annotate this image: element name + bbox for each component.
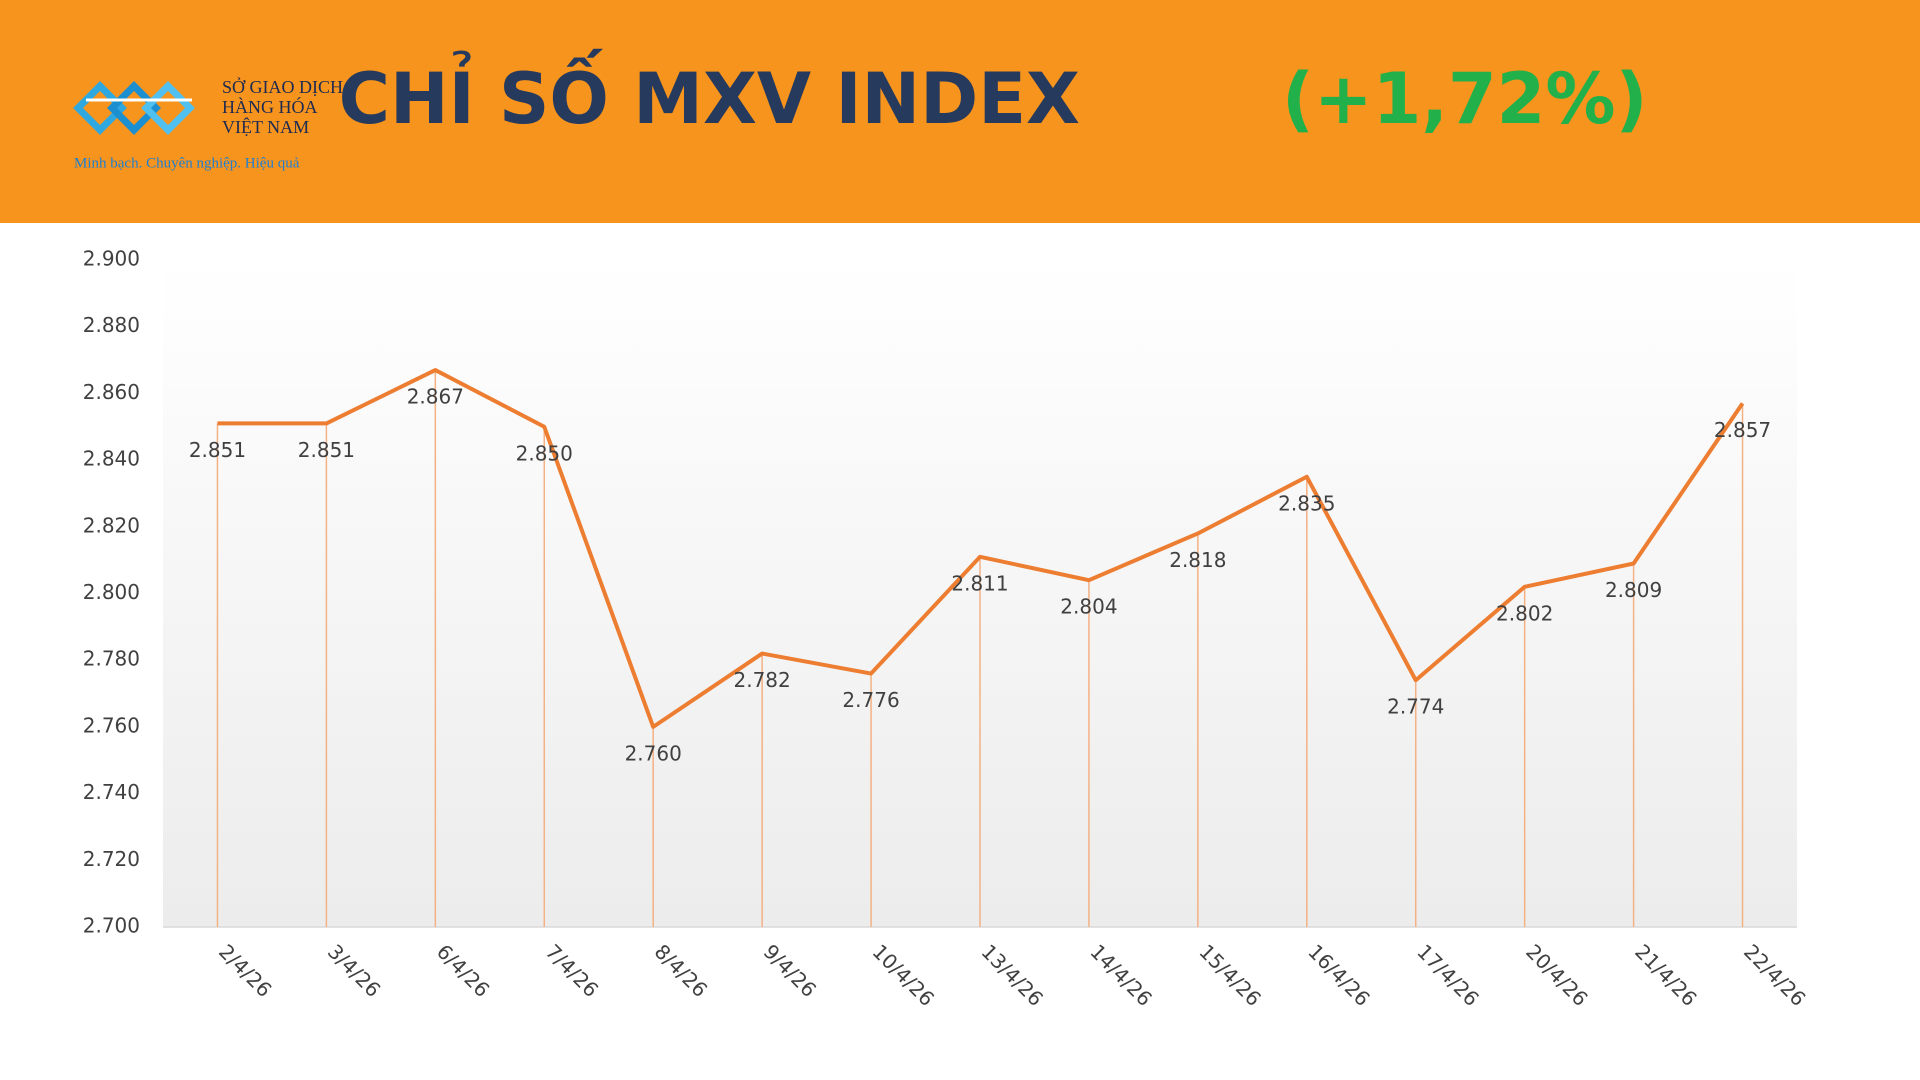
logo-text: SỞ GIAO DỊCH bbox=[222, 76, 343, 97]
x-tick-label: 15/4/26 bbox=[1194, 939, 1265, 1010]
x-tick-label: 13/4/26 bbox=[977, 939, 1048, 1010]
data-label: 2.776 bbox=[842, 688, 899, 712]
data-label: 2.774 bbox=[1387, 695, 1444, 719]
title-change: (+1,72%) bbox=[1282, 58, 1647, 140]
x-tick-label: 20/4/26 bbox=[1521, 939, 1592, 1010]
data-label: 2.867 bbox=[407, 385, 464, 409]
chart-title: CHỈ SỐ MXV INDEX bbox=[339, 49, 1080, 140]
logo-text: HÀNG HÓA bbox=[222, 96, 318, 117]
x-tick-label: 16/4/26 bbox=[1303, 939, 1374, 1010]
logo-icon bbox=[73, 81, 195, 135]
data-label: 2.804 bbox=[1060, 595, 1117, 619]
logo-slogan: Minh bạch. Chuyên nghiệp. Hiệu quả bbox=[74, 155, 300, 171]
y-tick-label: 2.820 bbox=[83, 513, 140, 537]
y-tick-label: 2.840 bbox=[83, 447, 140, 471]
data-label: 2.802 bbox=[1496, 601, 1553, 625]
x-tick-label: 3/4/26 bbox=[323, 939, 385, 1001]
series-line bbox=[217, 368, 1745, 729]
y-tick-label: 2.800 bbox=[83, 580, 140, 604]
x-tick-label: 8/4/26 bbox=[650, 939, 712, 1001]
data-label: 2.835 bbox=[1278, 491, 1335, 515]
y-tick-label: 2.900 bbox=[83, 247, 140, 271]
x-tick-label: 9/4/26 bbox=[759, 939, 821, 1001]
y-tick-label: 2.720 bbox=[83, 847, 140, 871]
data-label: 2.851 bbox=[298, 438, 355, 462]
header-bar bbox=[0, 0, 1920, 223]
x-tick-label: 6/4/26 bbox=[432, 939, 494, 1001]
x-tick-label: 7/4/26 bbox=[541, 939, 603, 1001]
x-tick-label: 22/4/26 bbox=[1739, 939, 1810, 1010]
x-tick-label: 17/4/26 bbox=[1412, 939, 1483, 1010]
data-label: 2.782 bbox=[734, 668, 791, 692]
data-label: 2.850 bbox=[516, 441, 573, 465]
data-label: 2.851 bbox=[189, 438, 246, 462]
y-tick-label: 2.780 bbox=[83, 647, 140, 671]
x-tick-label: 21/4/26 bbox=[1630, 939, 1701, 1010]
y-tick-label: 2.740 bbox=[83, 780, 140, 804]
data-label: 2.811 bbox=[951, 571, 1008, 595]
y-tick-label: 2.760 bbox=[83, 713, 140, 737]
x-tick-label: 14/4/26 bbox=[1086, 939, 1157, 1010]
y-tick-label: 2.700 bbox=[83, 914, 140, 938]
data-label: 2.857 bbox=[1714, 418, 1771, 442]
data-label: 2.809 bbox=[1605, 578, 1662, 602]
x-tick-label: 10/4/26 bbox=[868, 939, 939, 1010]
logo-text: VIỆT NAM bbox=[222, 116, 309, 137]
data-label: 2.818 bbox=[1169, 548, 1226, 572]
y-tick-label: 2.860 bbox=[83, 380, 140, 404]
y-tick-label: 2.880 bbox=[83, 313, 140, 337]
data-label: 2.760 bbox=[625, 741, 682, 765]
x-tick-label: 2/4/26 bbox=[214, 939, 276, 1001]
